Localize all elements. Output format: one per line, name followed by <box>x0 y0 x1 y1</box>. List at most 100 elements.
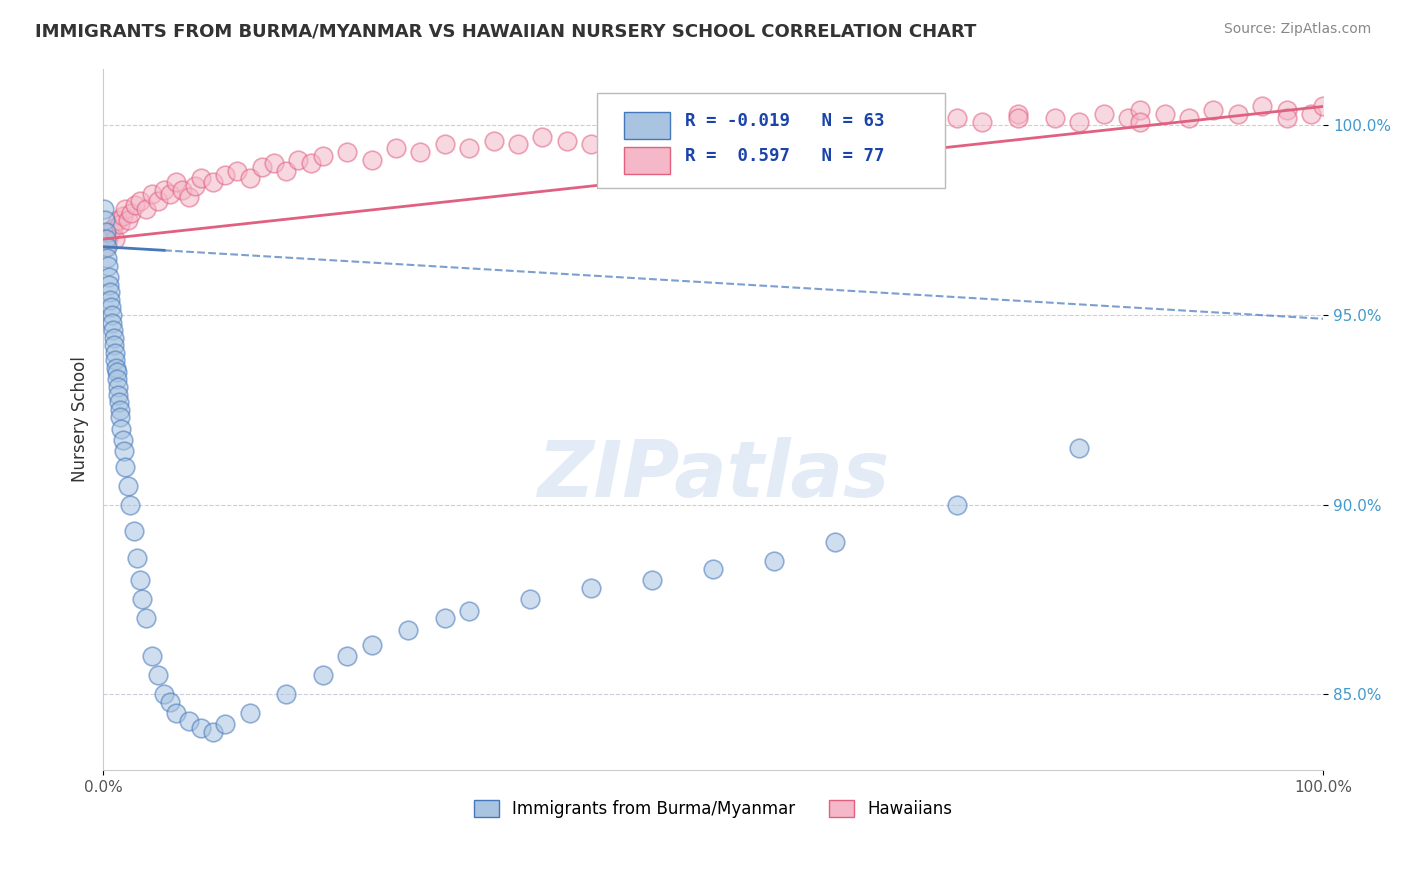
Point <box>100 225 122 239</box>
Point <box>1299 107 1322 121</box>
Point <box>112 444 135 458</box>
Point <box>1312 99 1334 113</box>
Point <box>153 687 176 701</box>
Point <box>531 129 554 144</box>
Point <box>120 205 142 219</box>
Point <box>107 387 129 401</box>
Point <box>727 122 749 136</box>
Point <box>214 717 236 731</box>
Point <box>482 134 505 148</box>
Point <box>214 168 236 182</box>
Point <box>360 638 382 652</box>
Point <box>824 535 846 549</box>
Point <box>131 592 153 607</box>
Point <box>1007 107 1029 121</box>
Point <box>146 194 169 209</box>
Point <box>458 604 481 618</box>
Point <box>1202 103 1225 118</box>
Point <box>124 198 146 212</box>
Point <box>117 478 139 492</box>
Point <box>555 134 578 148</box>
Point <box>141 649 163 664</box>
Point <box>884 114 907 128</box>
Point <box>263 156 285 170</box>
Point <box>1275 111 1298 125</box>
Point <box>190 721 212 735</box>
Point <box>104 346 127 360</box>
Text: R = -0.019   N = 63: R = -0.019 N = 63 <box>685 112 884 130</box>
Point <box>108 395 131 409</box>
Point <box>396 623 419 637</box>
Point <box>824 119 846 133</box>
Point <box>1251 99 1274 113</box>
Point <box>93 202 115 216</box>
Point <box>108 410 131 425</box>
Point <box>238 171 260 186</box>
Point <box>104 232 127 246</box>
Text: ZIPatlas: ZIPatlas <box>537 437 890 514</box>
Legend: Immigrants from Burma/Myanmar, Hawaiians: Immigrants from Burma/Myanmar, Hawaiians <box>467 793 959 825</box>
Point <box>1153 107 1175 121</box>
Point <box>250 160 273 174</box>
Point <box>751 119 773 133</box>
Point <box>433 137 456 152</box>
FancyBboxPatch shape <box>624 112 671 138</box>
Point <box>1129 114 1152 128</box>
Point <box>336 649 359 664</box>
Point <box>108 402 131 417</box>
Point <box>702 562 724 576</box>
Point <box>1092 107 1115 121</box>
Point <box>128 574 150 588</box>
Point <box>183 179 205 194</box>
Point <box>97 270 120 285</box>
Point <box>111 210 134 224</box>
Point <box>848 111 870 125</box>
Point <box>141 186 163 201</box>
Point <box>226 164 249 178</box>
Text: IMMIGRANTS FROM BURMA/MYANMAR VS HAWAIIAN NURSERY SCHOOL CORRELATION CHART: IMMIGRANTS FROM BURMA/MYANMAR VS HAWAIIA… <box>35 22 977 40</box>
Point <box>763 129 786 144</box>
FancyBboxPatch shape <box>624 147 671 174</box>
Point <box>104 361 127 376</box>
Point <box>98 277 121 292</box>
Point <box>108 217 131 231</box>
Point <box>98 285 121 300</box>
Point <box>1069 441 1091 455</box>
Y-axis label: Nursery School: Nursery School <box>72 356 89 483</box>
Point <box>1043 111 1066 125</box>
Point <box>458 141 481 155</box>
Point <box>96 232 118 246</box>
Point <box>105 365 128 379</box>
Point <box>238 706 260 720</box>
Point <box>276 687 298 701</box>
Point <box>579 581 602 595</box>
Point <box>970 114 993 128</box>
Point <box>94 240 117 254</box>
FancyBboxPatch shape <box>598 93 945 188</box>
Point <box>97 259 120 273</box>
Point <box>96 240 118 254</box>
Point <box>159 695 181 709</box>
Point <box>114 459 136 474</box>
Point <box>336 145 359 159</box>
Point <box>702 134 724 148</box>
Point <box>506 137 529 152</box>
Point <box>172 183 194 197</box>
Point <box>1129 103 1152 118</box>
Point <box>678 126 700 140</box>
Point <box>94 213 117 227</box>
Point <box>94 225 117 239</box>
Point <box>201 725 224 739</box>
Point <box>103 331 125 345</box>
Point <box>775 126 797 140</box>
Point <box>111 433 134 447</box>
Point <box>312 668 335 682</box>
Point <box>101 323 124 337</box>
Point <box>103 338 125 352</box>
Point <box>159 186 181 201</box>
Point <box>312 149 335 163</box>
Point <box>105 372 128 386</box>
Point <box>122 524 145 538</box>
Point <box>114 202 136 216</box>
Point <box>201 175 224 189</box>
